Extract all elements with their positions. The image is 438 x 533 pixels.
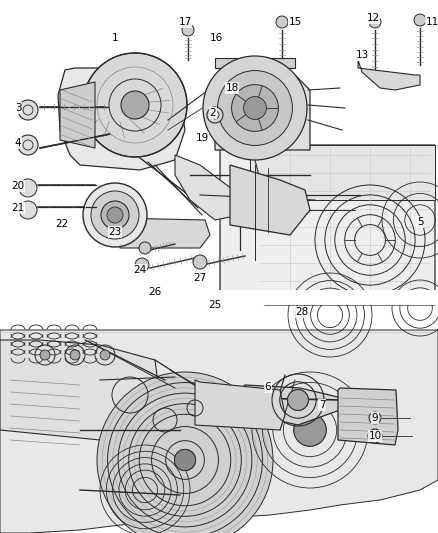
Text: 11: 11 xyxy=(425,17,438,27)
Circle shape xyxy=(218,70,293,146)
Polygon shape xyxy=(0,340,160,440)
Circle shape xyxy=(18,135,38,155)
Polygon shape xyxy=(230,165,310,235)
Text: 18: 18 xyxy=(226,83,239,93)
Circle shape xyxy=(182,24,194,36)
Text: 16: 16 xyxy=(209,33,223,43)
Circle shape xyxy=(294,414,326,446)
Polygon shape xyxy=(215,75,310,150)
Circle shape xyxy=(107,207,123,223)
Circle shape xyxy=(414,14,426,26)
Circle shape xyxy=(368,429,382,443)
Circle shape xyxy=(369,16,381,28)
Circle shape xyxy=(70,350,80,360)
Circle shape xyxy=(91,191,139,239)
Polygon shape xyxy=(215,58,295,68)
Polygon shape xyxy=(108,215,210,248)
Text: 23: 23 xyxy=(108,227,122,237)
Circle shape xyxy=(19,201,37,219)
Text: 10: 10 xyxy=(368,431,381,441)
Polygon shape xyxy=(358,60,420,90)
Circle shape xyxy=(276,16,288,28)
Circle shape xyxy=(19,179,37,197)
Circle shape xyxy=(244,96,266,119)
Circle shape xyxy=(369,412,381,424)
Polygon shape xyxy=(0,330,438,533)
Polygon shape xyxy=(338,388,398,445)
Text: 7: 7 xyxy=(319,400,325,410)
Polygon shape xyxy=(60,82,95,148)
Circle shape xyxy=(209,294,221,306)
Circle shape xyxy=(207,107,223,123)
Text: 13: 13 xyxy=(355,50,369,60)
Text: 24: 24 xyxy=(134,265,147,275)
Circle shape xyxy=(139,242,151,254)
Circle shape xyxy=(288,390,308,410)
Circle shape xyxy=(232,85,279,132)
Circle shape xyxy=(40,350,50,360)
Circle shape xyxy=(121,91,149,119)
Circle shape xyxy=(83,53,187,157)
Text: 12: 12 xyxy=(366,13,380,23)
Text: 15: 15 xyxy=(288,17,302,27)
Circle shape xyxy=(193,255,207,269)
Text: 2: 2 xyxy=(210,108,216,118)
Text: 4: 4 xyxy=(15,138,21,148)
Text: 3: 3 xyxy=(15,103,21,113)
Polygon shape xyxy=(240,385,342,425)
Circle shape xyxy=(101,201,129,229)
Circle shape xyxy=(174,449,195,471)
Text: 1: 1 xyxy=(112,33,118,43)
Polygon shape xyxy=(58,68,185,170)
Text: 22: 22 xyxy=(55,219,69,229)
Polygon shape xyxy=(195,380,285,430)
Text: 5: 5 xyxy=(417,217,423,227)
Polygon shape xyxy=(175,155,240,220)
Text: 17: 17 xyxy=(178,17,192,27)
Polygon shape xyxy=(0,290,438,305)
Circle shape xyxy=(203,56,307,160)
Text: 9: 9 xyxy=(372,413,378,423)
Polygon shape xyxy=(250,145,435,200)
Circle shape xyxy=(83,183,147,247)
Circle shape xyxy=(97,372,273,533)
Polygon shape xyxy=(220,145,435,305)
Text: 6: 6 xyxy=(265,382,271,392)
Text: 26: 26 xyxy=(148,287,162,297)
Circle shape xyxy=(100,350,110,360)
Circle shape xyxy=(135,258,149,272)
Text: 27: 27 xyxy=(193,273,207,283)
Text: 19: 19 xyxy=(195,133,208,143)
Text: 21: 21 xyxy=(11,203,25,213)
Text: 25: 25 xyxy=(208,300,222,310)
Circle shape xyxy=(18,100,38,120)
Text: 28: 28 xyxy=(295,307,309,317)
Text: 20: 20 xyxy=(11,181,25,191)
